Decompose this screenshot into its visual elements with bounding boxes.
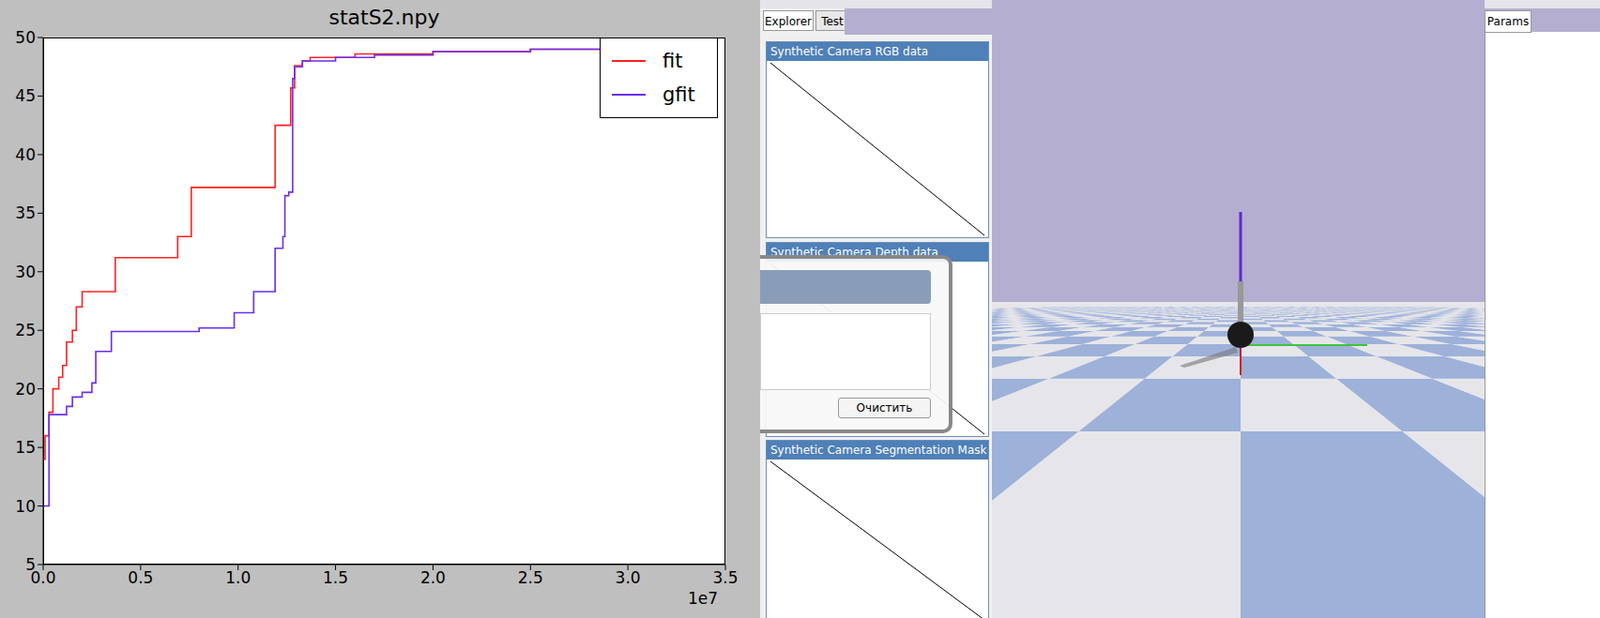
svg-text:1.0: 1.0 [225, 568, 251, 588]
svg-text:20: 20 [15, 380, 36, 399]
svg-text:3.0: 3.0 [615, 568, 641, 588]
svg-text:1.5: 1.5 [322, 568, 349, 588]
html-text:Explorer: Explorer [764, 15, 812, 29]
svg-text:3.5: 3.5 [712, 568, 738, 588]
svg-text:2.5: 2.5 [518, 568, 544, 588]
html-text:Params: Params [1487, 15, 1529, 29]
svg-text:2.0: 2.0 [420, 568, 446, 588]
svg-text:45: 45 [15, 86, 36, 106]
svg-text:10: 10 [15, 497, 36, 517]
html-text:Test: Test [821, 15, 844, 29]
html-text:Очистить: Очистить [856, 401, 913, 415]
svg-text:0.5: 0.5 [127, 568, 153, 588]
svg-text:30: 30 [15, 262, 36, 282]
svg-text:40: 40 [15, 145, 36, 165]
svg-text:0.0: 0.0 [30, 568, 56, 588]
svg-text:50: 50 [15, 28, 36, 47]
html-text:fit: fit [662, 49, 683, 73]
html-text:statS2.npy: statS2.npy [328, 5, 440, 30]
html-text:1e7: 1e7 [687, 589, 718, 609]
html-text:Synthetic Camera Segmentation: Synthetic Camera Segmentation Mask [770, 443, 987, 458]
svg-text:35: 35 [15, 203, 36, 223]
svg-text:5: 5 [25, 555, 36, 575]
html-text:gfit: gfit [662, 83, 696, 107]
html-text:Synthetic Camera Depth data: Synthetic Camera Depth data [770, 245, 939, 260]
svg-text:25: 25 [15, 320, 36, 340]
svg-text:15: 15 [15, 438, 36, 458]
html-text:Synthetic Camera RGB data: Synthetic Camera RGB data [770, 45, 929, 59]
